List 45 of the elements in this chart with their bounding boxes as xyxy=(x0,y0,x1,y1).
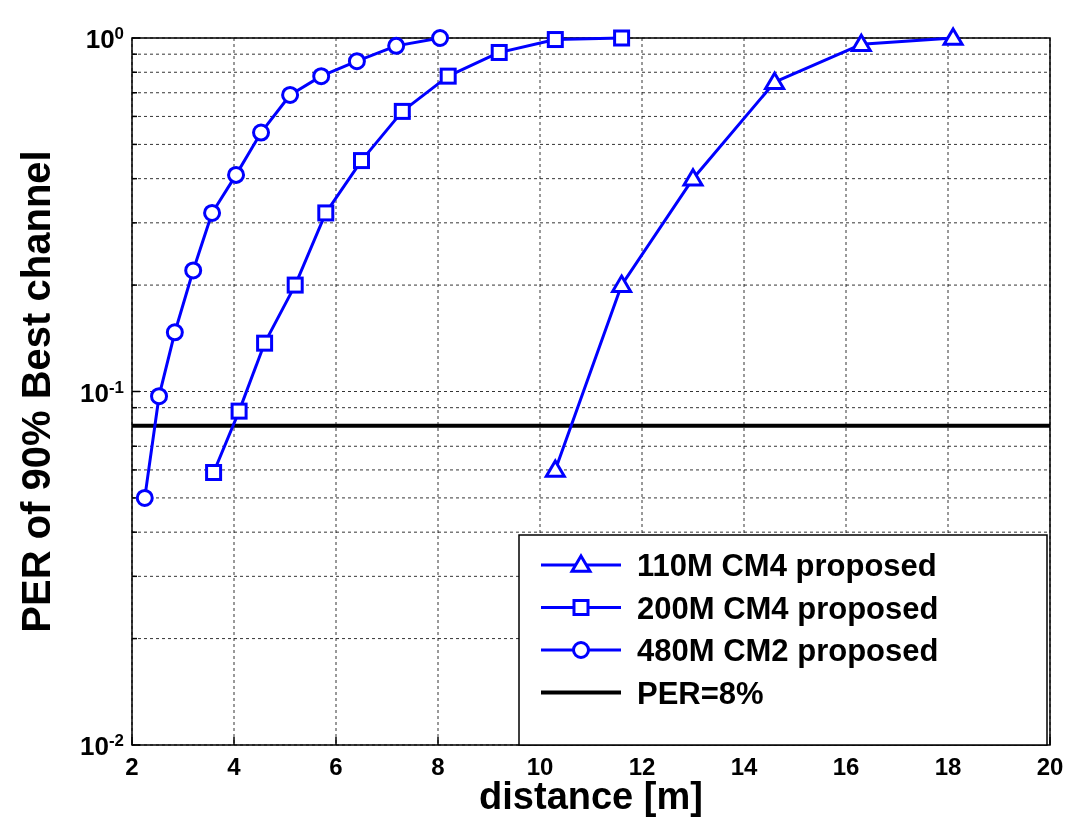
point xyxy=(165,323,184,342)
point xyxy=(135,488,154,507)
legend-label: PER=8% xyxy=(637,675,764,711)
point xyxy=(613,29,631,47)
y-tick-label: 10$^{-1}$ xyxy=(80,377,124,408)
point xyxy=(611,274,633,293)
x-tick-label: 4 xyxy=(227,753,242,780)
x-tick-label: 6 xyxy=(329,753,343,780)
legend-label: 480M CM2 proposed xyxy=(637,633,939,668)
point xyxy=(184,261,203,280)
point xyxy=(256,334,274,352)
point xyxy=(544,459,566,478)
legend-label: 200M CM4 proposed xyxy=(637,590,939,626)
x-tick-label: 18 xyxy=(934,753,962,780)
point xyxy=(431,29,450,47)
point xyxy=(203,203,222,222)
point xyxy=(490,43,508,61)
point xyxy=(150,387,169,406)
point xyxy=(347,52,366,71)
y-axis-title: PER of 90% Best channel xyxy=(14,150,58,633)
x-tick-label: 2 xyxy=(125,753,139,780)
x-tick-label: 16 xyxy=(832,753,860,780)
point xyxy=(393,102,411,120)
x-tick-label: 8 xyxy=(431,753,445,780)
point xyxy=(281,85,300,104)
point xyxy=(546,31,564,49)
point xyxy=(252,123,271,142)
y-tick-label: 10$^{0}$ xyxy=(85,23,124,54)
point xyxy=(286,276,304,294)
point xyxy=(682,168,704,187)
point xyxy=(942,27,964,46)
point xyxy=(387,36,406,55)
point xyxy=(205,464,223,481)
y-tick-label: 10$^{-2}$ xyxy=(80,730,124,761)
point xyxy=(439,67,457,85)
point xyxy=(850,33,872,53)
point xyxy=(317,204,335,222)
x-tick-label: 14 xyxy=(730,753,758,780)
x-tick-label: 20 xyxy=(1036,753,1064,780)
legend-label: 110M CM4 proposed xyxy=(637,548,937,583)
point xyxy=(764,71,786,90)
point xyxy=(312,67,331,86)
point xyxy=(353,152,370,170)
point xyxy=(227,165,246,184)
point xyxy=(230,402,248,420)
